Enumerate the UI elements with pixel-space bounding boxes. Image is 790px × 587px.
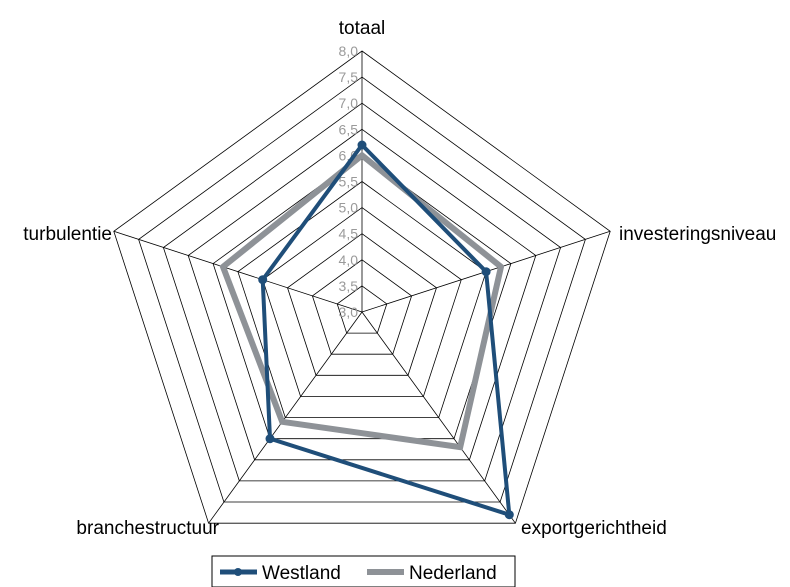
grid-ring bbox=[162, 102, 562, 482]
data-point-westland bbox=[481, 267, 491, 277]
tick-label: 4,5 bbox=[339, 226, 359, 242]
data-point-westland bbox=[504, 510, 514, 520]
axis-labels: totaal investeringsniveau exportgerichthei… bbox=[23, 18, 776, 539]
grid-ring bbox=[287, 233, 437, 376]
data-series bbox=[219, 140, 514, 520]
grid-ring bbox=[113, 50, 611, 524]
data-point-westland bbox=[265, 434, 275, 444]
spoke-line bbox=[113, 230, 363, 313]
spoke-line bbox=[361, 311, 516, 524]
grid-ring bbox=[212, 154, 512, 440]
tick-label: 8,0 bbox=[339, 43, 359, 59]
legend-box bbox=[211, 555, 516, 587]
tick-label: 3,5 bbox=[339, 278, 359, 294]
tick-label: 4,0 bbox=[339, 252, 359, 268]
axis-label-exportgerichtheid: exportgerichtheid bbox=[521, 518, 667, 539]
series-line-westland bbox=[260, 141, 512, 518]
grid-ring bbox=[187, 128, 537, 461]
grid-ring bbox=[336, 285, 388, 334]
grid-ring bbox=[237, 181, 487, 419]
axis-label-branchestructuur: branchestructuur bbox=[76, 518, 219, 539]
legend-label-westland: Westland bbox=[262, 563, 341, 584]
legend-label-nederland: Nederland bbox=[409, 563, 497, 584]
grid-ring bbox=[311, 259, 413, 355]
legend: Westland Nederland bbox=[211, 555, 516, 587]
tick-label: 7,5 bbox=[339, 69, 359, 85]
axis-label-turbulentie: turbulentie bbox=[23, 224, 112, 245]
axis-label-investeringsniveau: investeringsniveau bbox=[619, 224, 776, 245]
radar-grid bbox=[113, 50, 611, 524]
tick-label: 5,5 bbox=[339, 174, 359, 190]
tick-label: 5,0 bbox=[339, 200, 359, 216]
radial-tick-labels: 3,03,54,04,55,05,56,06,57,07,58,0 bbox=[339, 43, 359, 320]
tick-label: 7,0 bbox=[339, 95, 359, 111]
tick-label: 6,5 bbox=[339, 121, 359, 137]
legend-marker-westland bbox=[234, 568, 242, 576]
axis-label-totaal: totaal bbox=[339, 18, 385, 39]
grid-ring bbox=[262, 207, 462, 397]
series-line-nederland bbox=[219, 151, 505, 451]
tick-label: 3,0 bbox=[339, 304, 359, 320]
data-point-westland bbox=[357, 140, 367, 150]
spoke-line bbox=[208, 311, 363, 524]
data-point-westland bbox=[258, 275, 268, 285]
grid-ring bbox=[138, 76, 586, 503]
